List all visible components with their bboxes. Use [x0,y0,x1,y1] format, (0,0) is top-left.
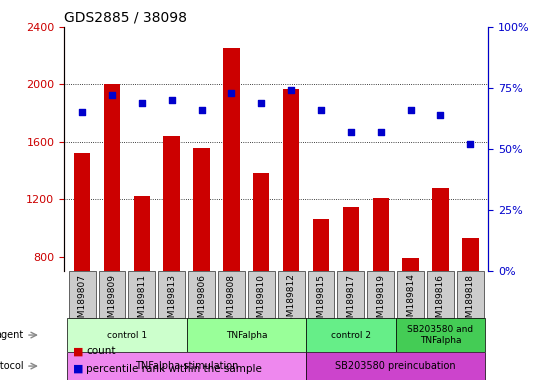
Text: TNFalpha: TNFalpha [225,331,267,339]
Text: agent: agent [0,330,24,340]
FancyBboxPatch shape [457,271,484,318]
Point [257,99,266,106]
Bar [133,197,150,372]
Bar [193,147,210,372]
Text: GSM189819: GSM189819 [376,273,385,329]
Bar [104,84,120,372]
Text: GSM189817: GSM189817 [347,273,355,329]
Text: control 2: control 2 [331,331,371,339]
Bar [223,48,239,372]
Text: GSM189807: GSM189807 [78,273,86,329]
Bar [306,352,485,380]
Point [316,107,325,113]
Bar [402,258,419,372]
Bar [283,89,299,372]
Text: GSM189813: GSM189813 [167,273,176,329]
Text: SB203580 and
TNFalpha: SB203580 and TNFalpha [407,325,474,345]
Point [436,112,445,118]
Point [137,99,146,106]
Text: GSM189806: GSM189806 [197,273,206,329]
FancyBboxPatch shape [99,271,126,318]
Bar [253,174,270,372]
Point [347,129,355,135]
Text: GSM189815: GSM189815 [316,273,325,329]
Bar [74,153,90,372]
Bar [462,238,479,372]
Text: TNFalpha stimulation: TNFalpha stimulation [135,361,238,371]
Text: control 1: control 1 [107,331,147,339]
Text: GSM189809: GSM189809 [108,273,117,329]
FancyBboxPatch shape [367,271,394,318]
Text: SB203580 preincubation: SB203580 preincubation [335,361,456,371]
Bar [163,136,180,372]
FancyBboxPatch shape [248,271,275,318]
FancyBboxPatch shape [158,271,185,318]
FancyBboxPatch shape [128,271,155,318]
Point [287,87,296,93]
Text: protocol: protocol [0,361,24,371]
Bar [306,318,396,352]
Point [108,92,117,98]
Text: GDS2885 / 38098: GDS2885 / 38098 [64,10,187,24]
Point [376,129,385,135]
Point [466,141,475,147]
Text: GSM189816: GSM189816 [436,273,445,329]
Text: GSM189808: GSM189808 [227,273,236,329]
Point [78,109,86,116]
Point [167,97,176,103]
FancyBboxPatch shape [338,271,364,318]
FancyBboxPatch shape [307,271,334,318]
Bar [373,198,389,372]
Point [197,107,206,113]
FancyBboxPatch shape [69,271,95,318]
Text: percentile rank within the sample: percentile rank within the sample [86,364,262,374]
Text: GSM189814: GSM189814 [406,273,415,328]
Text: count: count [86,346,116,356]
Text: GSM189818: GSM189818 [466,273,475,329]
Bar [396,318,485,352]
FancyBboxPatch shape [188,271,215,318]
Text: GSM189811: GSM189811 [137,273,146,329]
Bar [432,188,449,372]
Text: ■: ■ [73,346,83,356]
Text: GSM189810: GSM189810 [257,273,266,329]
Text: ■: ■ [73,364,83,374]
Bar [343,207,359,372]
Bar [67,352,306,380]
Bar [67,318,186,352]
FancyBboxPatch shape [427,271,454,318]
Bar [313,219,329,372]
FancyBboxPatch shape [218,271,245,318]
FancyBboxPatch shape [397,271,424,318]
Text: GSM189812: GSM189812 [287,273,296,328]
Point [227,90,236,96]
Bar [186,318,306,352]
FancyBboxPatch shape [278,271,305,318]
Point [406,107,415,113]
